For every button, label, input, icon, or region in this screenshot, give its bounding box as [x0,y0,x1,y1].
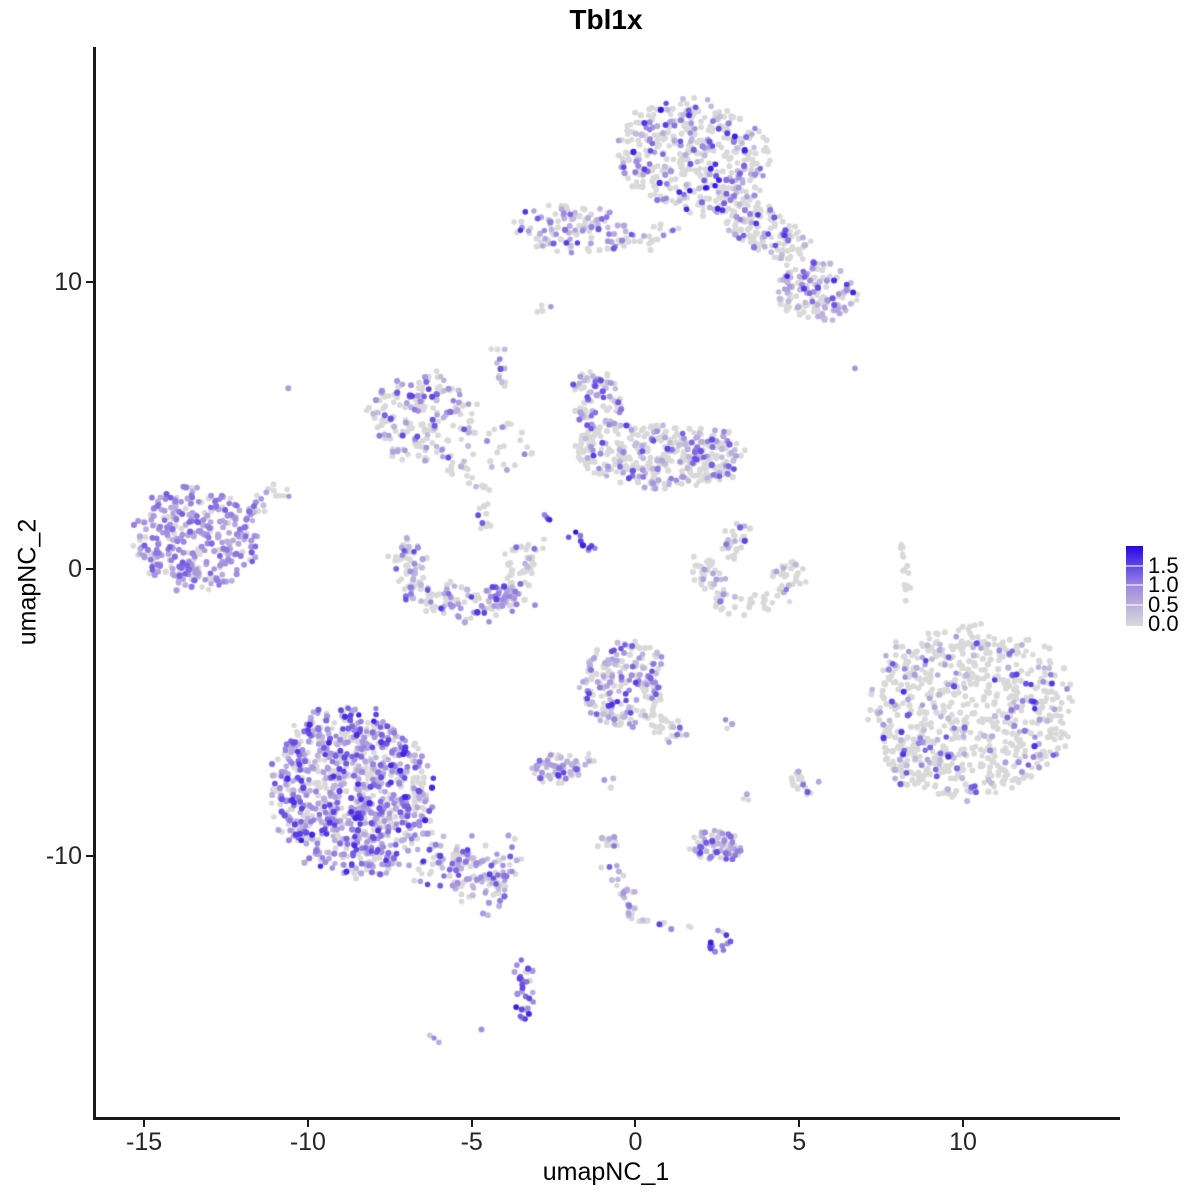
x-tick-label: 5 [792,1128,807,1156]
y-axis-line [93,47,96,1120]
x-tick-label: -10 [289,1128,326,1156]
x-axis-label: umapNC_1 [542,1158,670,1186]
x-tick-mark [143,1120,146,1127]
y-tick-mark [86,281,93,284]
x-tick-label: -15 [126,1128,163,1156]
x-axis-line [93,1117,1120,1120]
x-tick-mark [962,1120,965,1127]
legend-tick-label: 1.5 [1148,553,1179,579]
y-tick-mark [86,854,93,857]
legend-bar-tick [1126,584,1143,587]
legend-tick-label: 0.0 [1148,611,1179,636]
y-tick-mark [86,568,93,571]
legend-bar-tick [1126,603,1143,606]
x-tick-label: 0 [628,1128,643,1156]
legend-tick-label: 0.5 [1148,591,1179,617]
x-tick-label: 10 [949,1128,977,1156]
y-axis-label: umapNC_2 [13,518,42,646]
legend-bar-tick [1126,565,1143,568]
y-tick-label: 10 [54,268,82,297]
y-tick-label: 0 [68,555,82,584]
legend-tick-label: 1.0 [1148,572,1179,598]
x-tick-mark [306,1120,309,1127]
x-tick-mark [798,1120,801,1127]
x-tick-mark [634,1120,637,1127]
x-tick-label: -5 [460,1128,483,1156]
y-tick-label: -10 [45,841,82,870]
x-tick-mark [470,1120,473,1127]
